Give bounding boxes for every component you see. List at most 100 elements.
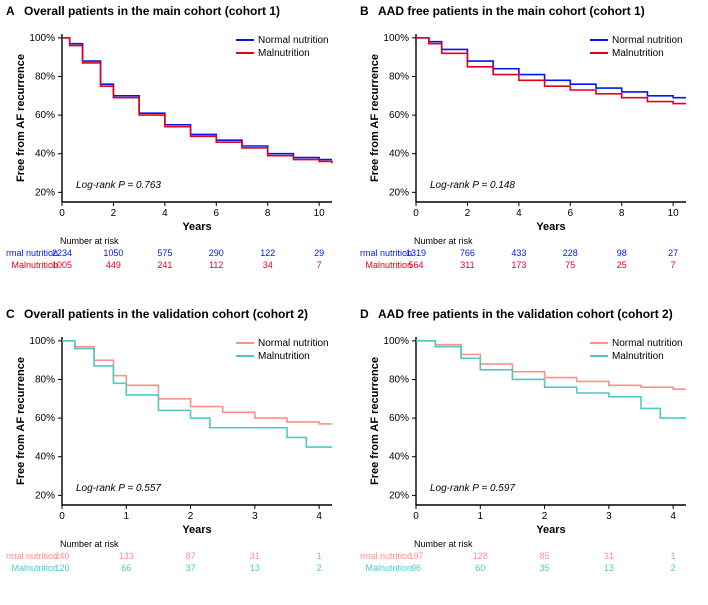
- risk-row-name: Normal nutrition: [360, 551, 412, 561]
- risk-value: 13: [604, 563, 614, 573]
- risk-value: 13: [250, 563, 260, 573]
- risk-value: 449: [106, 260, 121, 270]
- y-axis-label: Free from AF recurrence: [369, 54, 381, 182]
- panel-title: Overall patients in the validation cohor…: [24, 307, 308, 321]
- svg-text:1: 1: [478, 511, 484, 522]
- panel-a: A Overall patients in the main cohort (co…: [0, 0, 354, 303]
- svg-text:80%: 80%: [35, 71, 55, 82]
- svg-text:1: 1: [124, 511, 130, 522]
- risk-value: 575: [157, 248, 172, 258]
- svg-text:4: 4: [670, 511, 676, 522]
- svg-text:3: 3: [252, 511, 258, 522]
- svg-text:3: 3: [606, 511, 612, 522]
- risk-value: 37: [186, 563, 196, 573]
- risk-value: 7: [671, 260, 676, 270]
- svg-text:6: 6: [214, 208, 220, 219]
- legend-label: Normal nutrition: [612, 338, 683, 349]
- svg-text:40%: 40%: [389, 149, 409, 160]
- svg-text:60%: 60%: [35, 110, 55, 121]
- risk-value: 60: [475, 563, 485, 573]
- risk-value: 85: [540, 551, 550, 561]
- km-curve-0: [416, 38, 686, 98]
- logrank-text: Log-rank P = 0.557: [76, 483, 161, 494]
- svg-text:8: 8: [619, 208, 625, 219]
- svg-text:4: 4: [162, 208, 168, 219]
- x-axis-label: Years: [182, 221, 211, 233]
- legend-label: Malnutrition: [612, 351, 664, 362]
- risk-value: 2: [671, 563, 676, 573]
- svg-text:40%: 40%: [35, 149, 55, 160]
- svg-text:2: 2: [542, 511, 548, 522]
- km-plot: 20%40%60%80%100%0246810YearsFree from AF…: [6, 6, 348, 296]
- svg-text:20%: 20%: [389, 187, 409, 198]
- panel-b: B AAD free patients in the main cohort (c…: [354, 0, 708, 303]
- risk-value: 25: [617, 260, 627, 270]
- risk-value: 228: [563, 248, 578, 258]
- legend-label: Normal nutrition: [258, 35, 329, 46]
- panel-title: AAD free patients in the main cohort (co…: [378, 4, 645, 18]
- km-plot: 20%40%60%80%100%01234YearsFree from AF r…: [6, 309, 348, 599]
- logrank-text: Log-rank P = 0.763: [76, 180, 161, 191]
- risk-row-name: Normal nutrition: [6, 248, 58, 258]
- svg-text:0: 0: [59, 208, 65, 219]
- legend-label: Normal nutrition: [258, 338, 329, 349]
- km-plot: 20%40%60%80%100%0246810YearsFree from AF…: [360, 6, 702, 296]
- svg-text:20%: 20%: [35, 490, 55, 501]
- panel-label: C: [6, 307, 15, 321]
- risk-value: 197: [408, 551, 423, 561]
- risk-row-name: Normal nutrition: [6, 551, 58, 561]
- risk-header: Number at risk: [60, 236, 119, 246]
- panel-d: DAAD free patients in the validation coh…: [354, 303, 708, 605]
- risk-value: 27: [668, 248, 678, 258]
- legend-label: Malnutrition: [612, 48, 664, 59]
- risk-value: 2: [317, 563, 322, 573]
- svg-text:100%: 100%: [383, 33, 409, 44]
- panel-title: AAD free patients in the validation coho…: [378, 307, 673, 321]
- risk-value: 433: [511, 248, 526, 258]
- risk-value: 133: [119, 551, 134, 561]
- svg-text:80%: 80%: [389, 71, 409, 82]
- risk-value: 240: [54, 551, 69, 561]
- x-axis-label: Years: [536, 221, 565, 233]
- x-axis-label: Years: [536, 524, 565, 536]
- svg-text:80%: 80%: [389, 374, 409, 385]
- logrank-text: Log-rank P = 0.597: [430, 483, 515, 494]
- panel-label: A: [6, 4, 15, 18]
- svg-text:2: 2: [465, 208, 471, 219]
- risk-value: 122: [260, 248, 275, 258]
- svg-text:6: 6: [568, 208, 574, 219]
- logrank-text: Log-rank P = 0.148: [430, 180, 515, 191]
- legend-label: Malnutrition: [258, 351, 310, 362]
- risk-value: 7: [317, 260, 322, 270]
- risk-value: 311: [460, 260, 474, 270]
- svg-text:2: 2: [188, 511, 194, 522]
- panel-title: Overall patients in the main cohort (coh…: [24, 4, 280, 18]
- risk-value: 29: [314, 248, 324, 258]
- risk-value: 1: [671, 551, 676, 561]
- panel-label: B: [360, 4, 369, 18]
- risk-header: Number at risk: [60, 539, 119, 549]
- x-axis-label: Years: [182, 524, 211, 536]
- risk-value: 241: [157, 260, 172, 270]
- km-plot: 20%40%60%80%100%01234YearsFree from AF r…: [360, 309, 702, 599]
- risk-value: 34: [263, 260, 273, 270]
- svg-text:60%: 60%: [35, 413, 55, 424]
- svg-text:100%: 100%: [29, 335, 55, 346]
- risk-value: 98: [617, 248, 627, 258]
- risk-value: 173: [511, 260, 526, 270]
- risk-row-name: Malnutrition: [11, 563, 58, 573]
- svg-text:0: 0: [413, 208, 419, 219]
- legend-label: Normal nutrition: [612, 35, 683, 46]
- risk-value: 2234: [52, 248, 72, 258]
- svg-text:8: 8: [265, 208, 271, 219]
- svg-text:100%: 100%: [29, 33, 55, 44]
- svg-text:2: 2: [111, 208, 117, 219]
- risk-header: Number at risk: [414, 539, 473, 549]
- svg-text:20%: 20%: [389, 490, 409, 501]
- svg-text:40%: 40%: [35, 451, 55, 462]
- risk-value: 120: [54, 563, 69, 573]
- risk-value: 1319: [406, 248, 426, 258]
- svg-text:0: 0: [413, 511, 419, 522]
- risk-value: 1005: [52, 260, 72, 270]
- svg-text:20%: 20%: [35, 187, 55, 198]
